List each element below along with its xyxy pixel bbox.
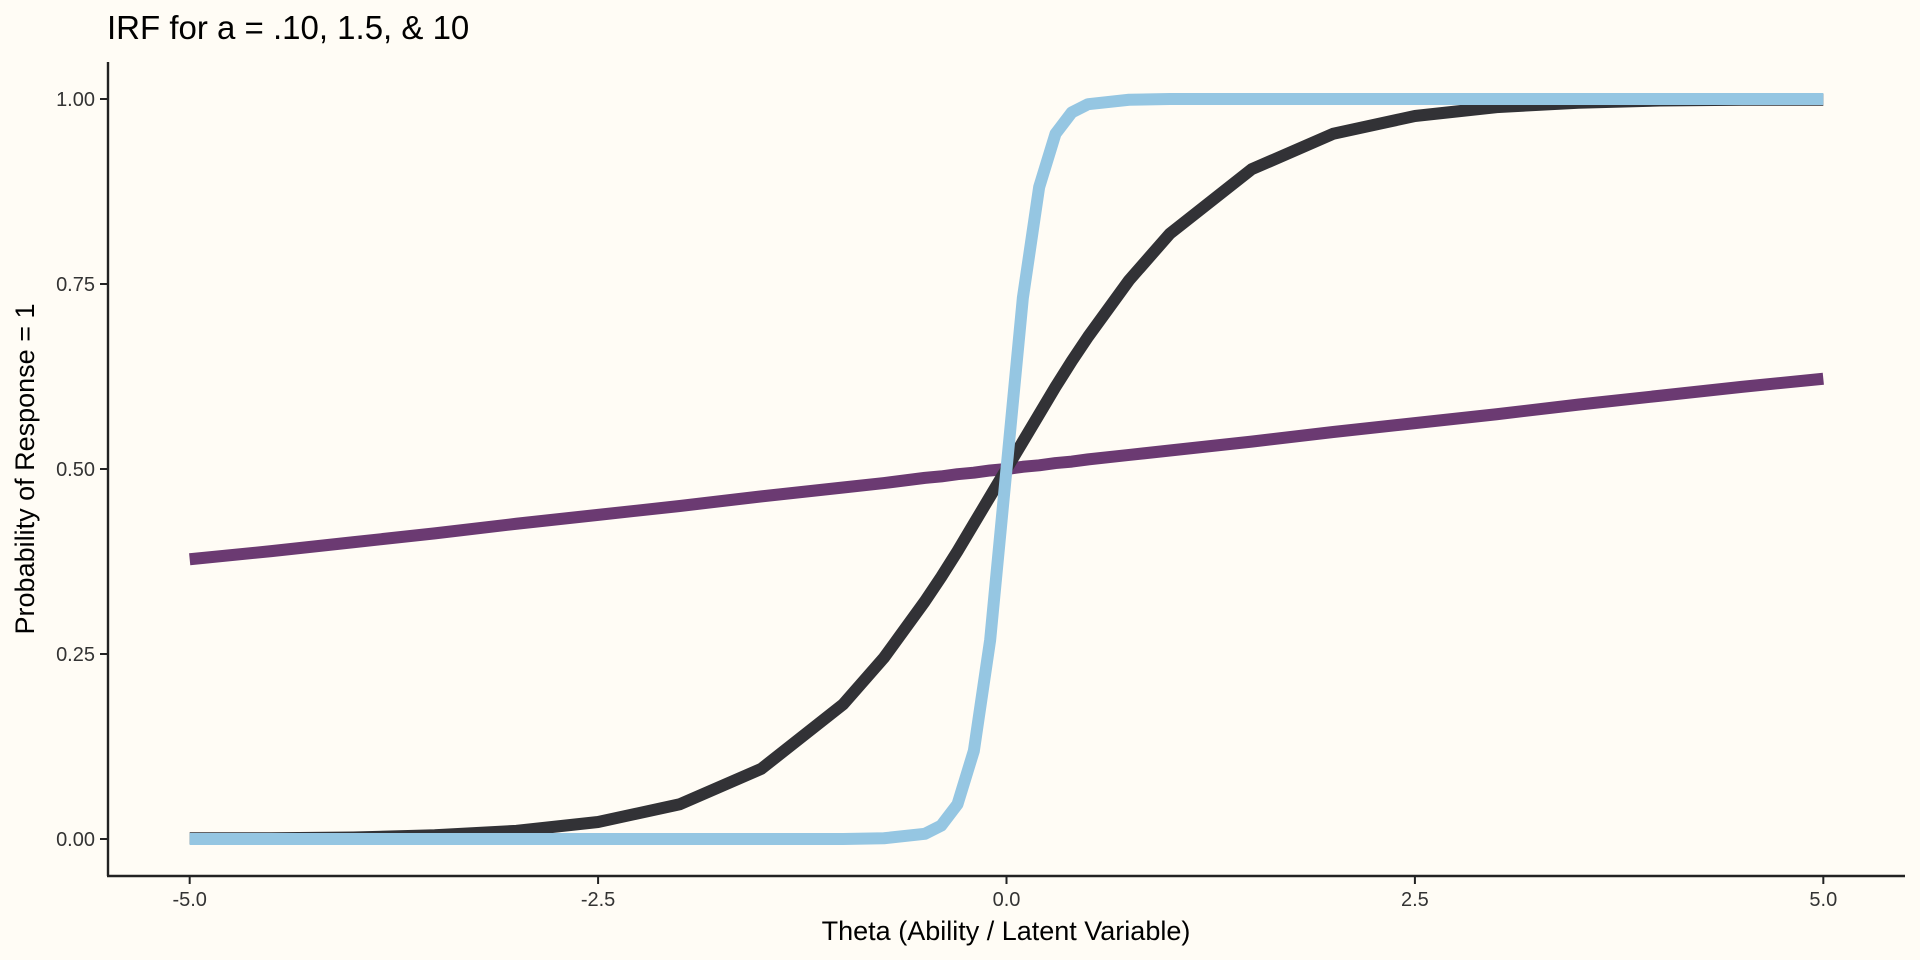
x-tick-label: -5.0: [172, 889, 206, 911]
x-tick-label: 0.0: [993, 889, 1021, 911]
x-tick-label: -2.5: [581, 889, 615, 911]
x-axis-title: Theta (Ability / Latent Variable): [822, 916, 1191, 946]
plot-series: [189, 93, 1824, 845]
y-tick-label: 0.00: [56, 829, 95, 851]
y-tick-label: 0.50: [56, 459, 95, 481]
chart-title: IRF for a = .10, 1.5, & 10: [107, 9, 469, 46]
y-axis-ticks: 0.00 0.25 0.50 0.75 1.00: [56, 89, 108, 851]
x-tick-label: 5.0: [1809, 889, 1837, 911]
series-line-3: [189, 93, 1824, 845]
y-tick-label: 0.75: [56, 274, 95, 296]
y-axis-title: Probability of Response = 1: [10, 304, 40, 635]
x-axis-ticks: -5.0 -2.5 0.0 2.5 5.0: [172, 876, 1837, 911]
y-tick-label: 0.25: [56, 644, 95, 666]
y-tick-label: 1.00: [56, 89, 95, 111]
x-tick-label: 2.5: [1401, 889, 1429, 911]
